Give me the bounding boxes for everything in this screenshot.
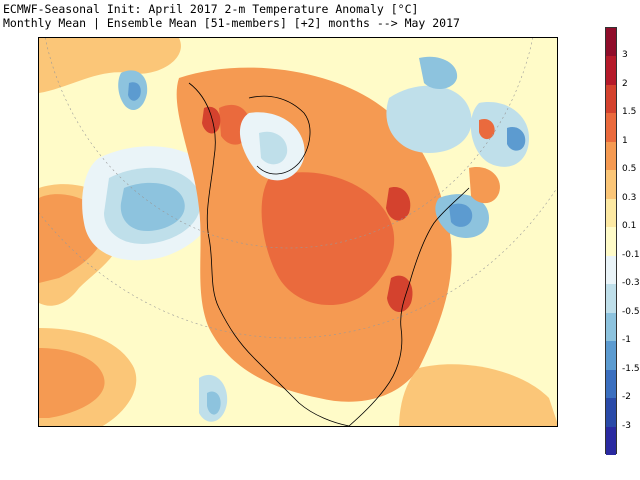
anomaly-region bbox=[419, 56, 458, 90]
colorbar-tick-label: -1 bbox=[622, 335, 631, 346]
colorbar-tick-label: 1.5 bbox=[622, 107, 637, 118]
anomaly-region bbox=[207, 391, 221, 415]
anomaly-region bbox=[399, 364, 557, 426]
colorbar-tick-label: 0.3 bbox=[622, 192, 637, 203]
anomaly-region bbox=[128, 82, 141, 101]
anomaly-region bbox=[387, 275, 413, 313]
anomaly-region bbox=[39, 38, 181, 93]
colorbar-segment bbox=[606, 255, 616, 285]
colorbar-segment bbox=[606, 56, 616, 86]
colorbar-segment bbox=[606, 28, 616, 57]
anomaly-region bbox=[259, 131, 288, 165]
colorbar-segment bbox=[606, 227, 616, 257]
coastline bbox=[188, 82, 470, 426]
anomaly-region bbox=[507, 126, 526, 151]
colorbar bbox=[605, 27, 617, 456]
colorbar-tick-label: 2 bbox=[622, 78, 628, 89]
anomaly-region bbox=[386, 187, 411, 221]
colorbar-tick-label: -3 bbox=[622, 420, 631, 431]
colorbar-segment bbox=[606, 398, 616, 428]
colorbar-segment bbox=[606, 369, 616, 399]
graticule bbox=[39, 187, 557, 339]
colorbar-segment bbox=[606, 198, 616, 228]
colorbar-tick-label: 0.5 bbox=[622, 164, 637, 175]
anomaly-region bbox=[39, 348, 105, 418]
colorbar-tick-label: -0.1 bbox=[622, 249, 640, 260]
colorbar-segment bbox=[606, 84, 616, 114]
colorbar-tick-label: -0.5 bbox=[622, 306, 640, 317]
colorbar-segment bbox=[606, 113, 616, 143]
anomaly-region bbox=[470, 102, 529, 167]
anomaly-region bbox=[202, 106, 221, 134]
anomaly-region bbox=[449, 203, 473, 227]
colorbar-segment bbox=[606, 312, 616, 342]
colorbar-segment bbox=[606, 141, 616, 171]
colorbar-tick-label: 3 bbox=[622, 50, 628, 61]
title-line-2: Monthly Mean | Ensemble Mean [51-members… bbox=[3, 16, 460, 30]
anomaly-region bbox=[120, 182, 185, 232]
anomaly-region bbox=[261, 172, 395, 306]
anomaly-region bbox=[386, 85, 472, 153]
colorbar-segment bbox=[606, 341, 616, 371]
colorbar-tick-label: -0.3 bbox=[622, 278, 640, 289]
colorbar-tick-label: 1 bbox=[622, 135, 628, 146]
title-line-1: ECMWF-Seasonal Init: April 2017 2-m Temp… bbox=[3, 2, 419, 16]
colorbar-tick-label: -1.5 bbox=[622, 363, 640, 374]
colorbar-segment bbox=[606, 426, 616, 456]
anomaly-region bbox=[479, 118, 495, 140]
colorbar-segment bbox=[606, 170, 616, 200]
anomaly-region bbox=[469, 167, 500, 204]
temperature-anomaly-map bbox=[38, 37, 558, 427]
colorbar-segment bbox=[606, 284, 616, 314]
colorbar-tick-label: -2 bbox=[622, 392, 631, 403]
colorbar-tick-label: 0.1 bbox=[622, 221, 637, 232]
